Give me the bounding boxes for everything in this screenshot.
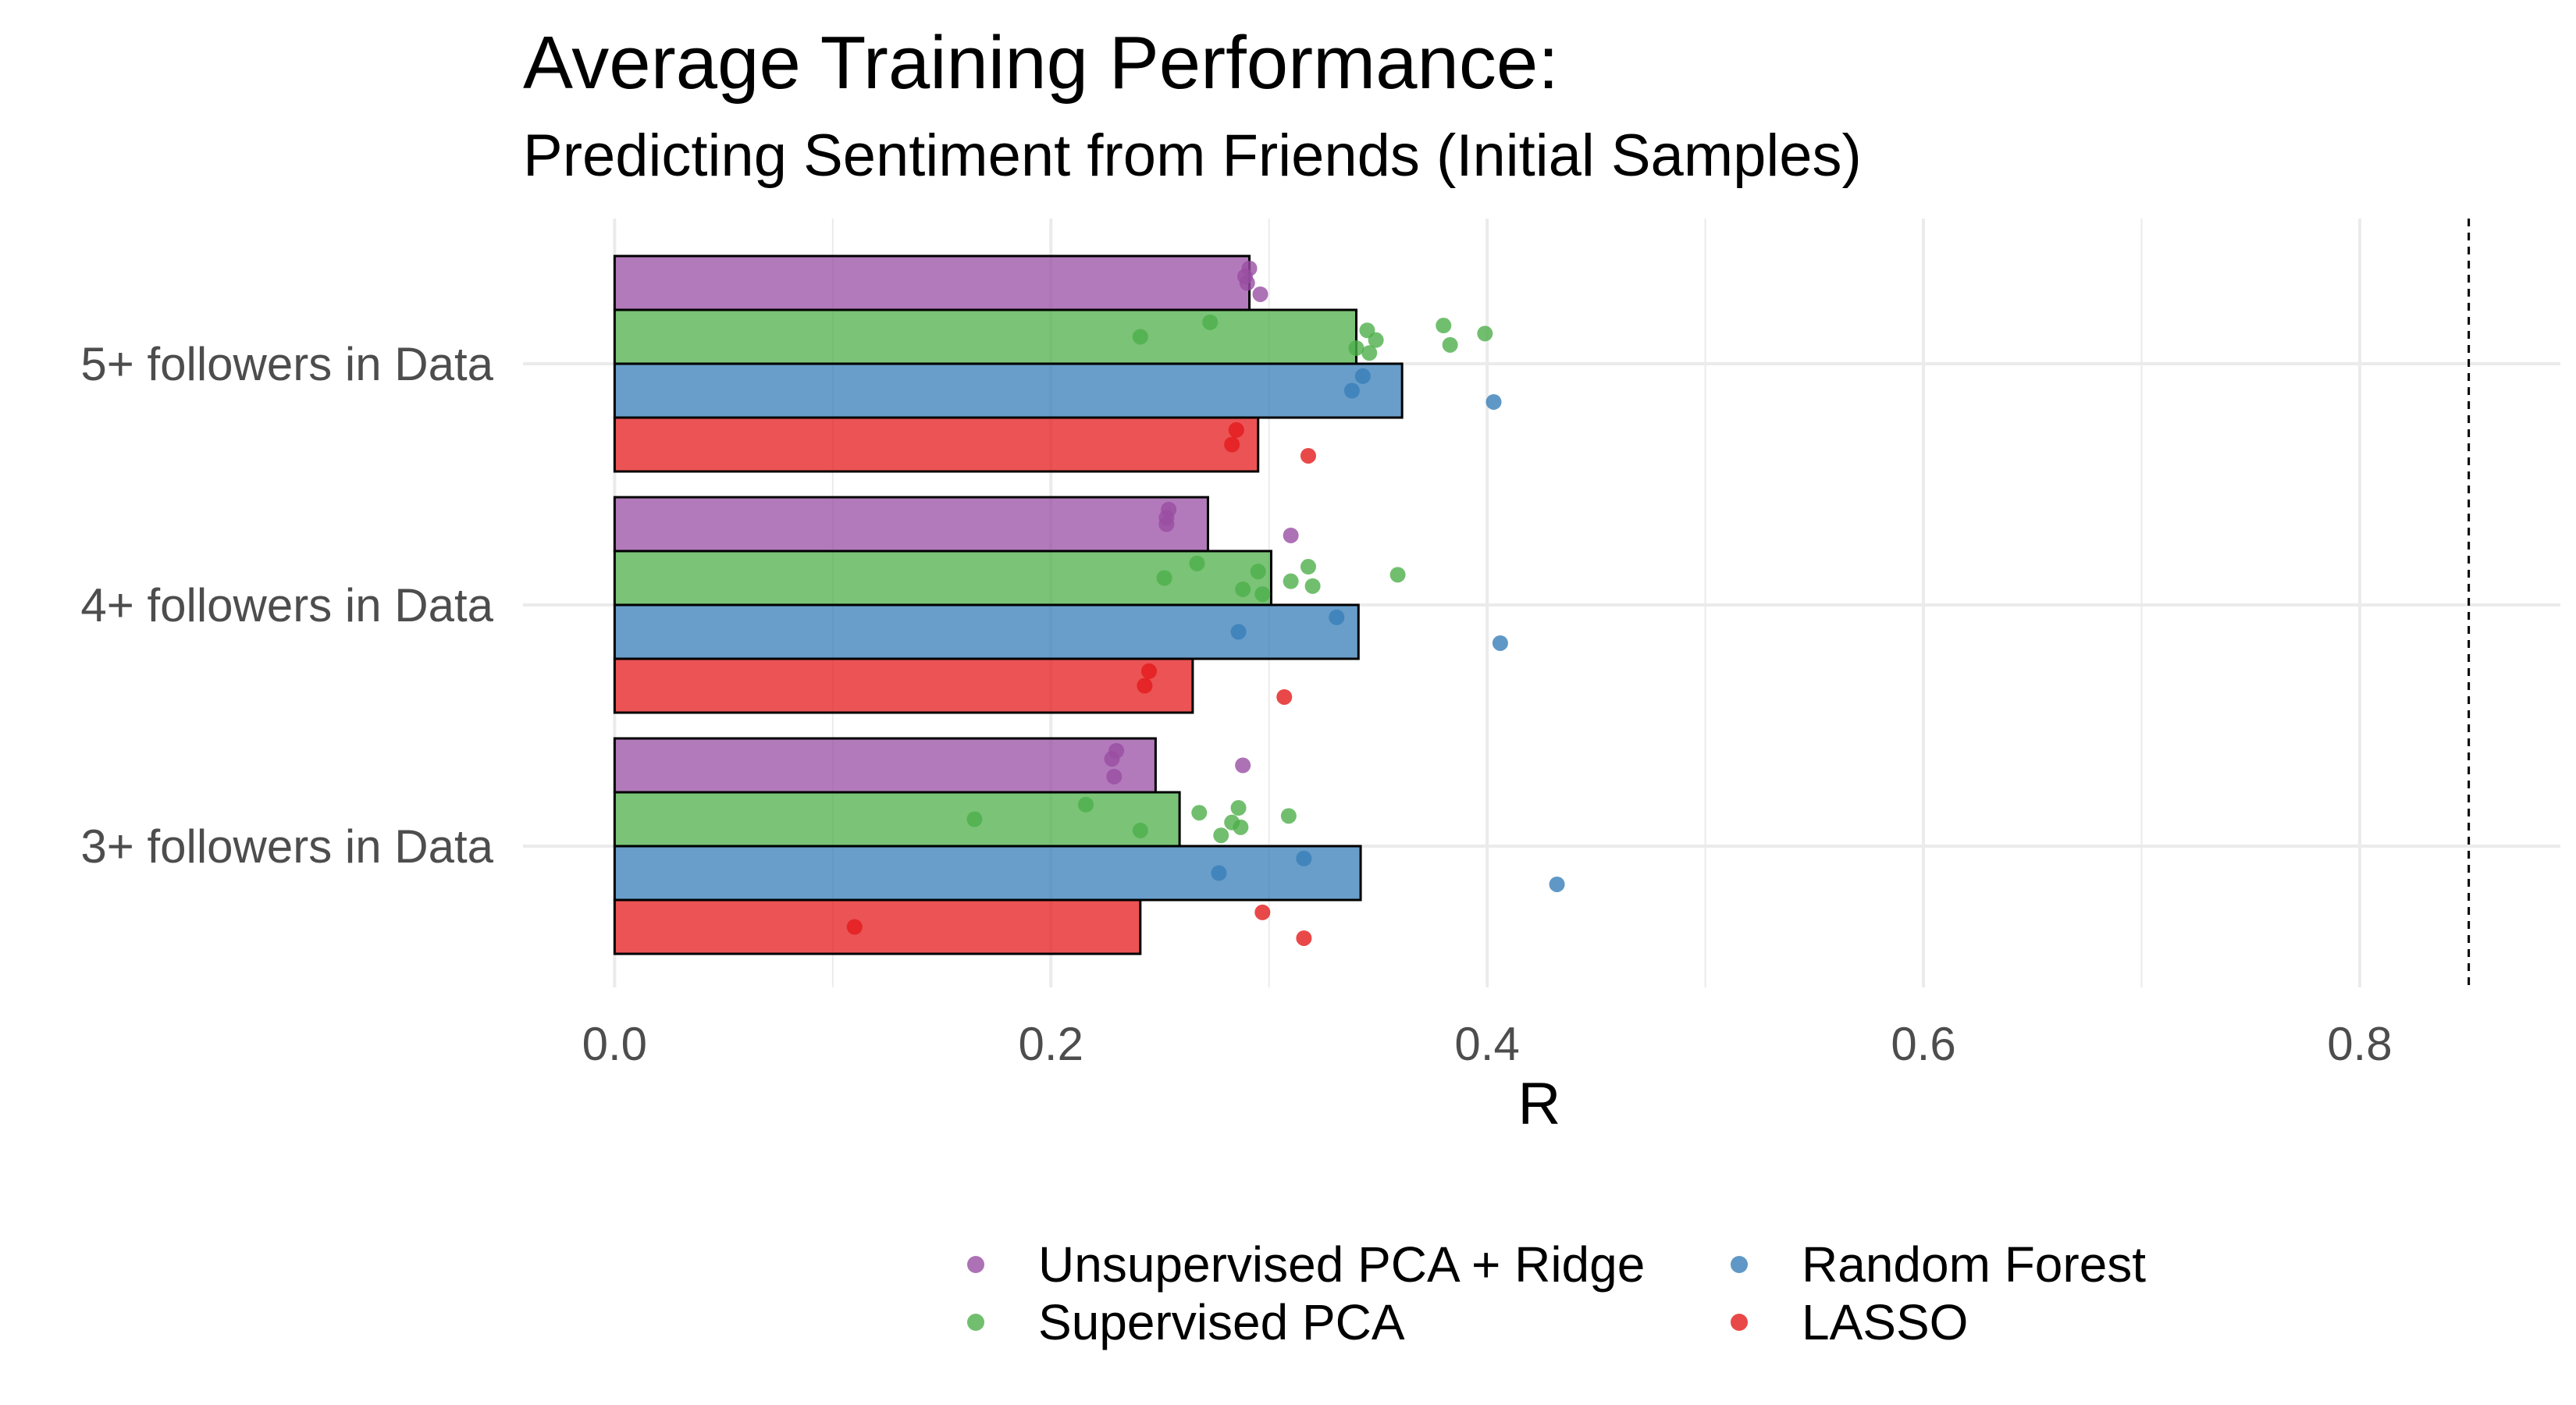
data-point xyxy=(1077,796,1094,813)
data-point xyxy=(1276,688,1293,705)
data-point xyxy=(1283,573,1299,589)
y-tick-label: 4+ followers in Data xyxy=(80,579,493,631)
x-axis-tick-labels: 0.0 0.2 0.4 0.6 0.8 xyxy=(582,1018,2393,1070)
bar xyxy=(613,416,1260,473)
point-layer xyxy=(846,260,1565,946)
x-tick-label: 0.4 xyxy=(1454,1018,1519,1070)
bar xyxy=(613,308,1357,365)
data-point xyxy=(1300,447,1316,464)
data-point xyxy=(1300,559,1316,575)
legend-key xyxy=(1731,1314,1748,1331)
bar xyxy=(613,496,1209,553)
data-point xyxy=(1230,624,1247,640)
data-point xyxy=(1254,586,1271,603)
bar xyxy=(613,791,1181,848)
legend: Unsupervised PCA + Ridge Random Forest Sup… xyxy=(967,1236,2146,1350)
y-tick-label: 3+ followers in Data xyxy=(80,820,493,873)
data-point xyxy=(1235,581,1251,597)
x-tick-label: 0.0 xyxy=(582,1018,647,1070)
bar xyxy=(613,845,1362,902)
bar xyxy=(613,737,1157,794)
data-point xyxy=(1228,422,1244,438)
y-tick-label: 5+ followers in Data xyxy=(80,338,493,390)
bar xyxy=(613,254,1251,311)
data-point xyxy=(1361,345,1378,361)
data-point xyxy=(1141,663,1158,679)
bar xyxy=(613,550,1272,606)
data-point xyxy=(846,919,863,935)
data-point xyxy=(1492,635,1508,651)
legend-label: Unsupervised PCA + Ridge xyxy=(1038,1236,1645,1293)
data-point xyxy=(1485,393,1502,410)
data-point xyxy=(1250,564,1266,580)
data-point xyxy=(1213,827,1229,844)
data-point xyxy=(1354,368,1371,384)
chart-subtitle: Predicting Sentiment from Friends (Initi… xyxy=(523,123,1862,189)
legend-label: Random Forest xyxy=(1802,1236,2146,1293)
legend-label: Supervised PCA xyxy=(1038,1294,1405,1350)
bar-layer xyxy=(613,254,1404,955)
data-point xyxy=(1236,269,1253,285)
data-point xyxy=(1549,876,1565,892)
x-tick-label: 0.6 xyxy=(1891,1018,1955,1070)
data-point xyxy=(966,811,983,827)
data-point xyxy=(1283,527,1299,543)
data-point xyxy=(1296,850,1312,866)
data-point xyxy=(1132,822,1148,838)
data-point xyxy=(1254,904,1271,920)
data-point xyxy=(1191,805,1208,821)
data-point xyxy=(1329,609,1345,625)
legend-key xyxy=(967,1314,984,1331)
bar xyxy=(613,362,1404,419)
data-point xyxy=(1252,286,1268,302)
data-point xyxy=(1343,382,1360,399)
data-point xyxy=(1280,808,1297,824)
data-point xyxy=(1158,510,1175,526)
data-point xyxy=(1348,340,1364,356)
data-point xyxy=(1230,800,1247,816)
data-point xyxy=(1389,567,1406,583)
data-point xyxy=(1202,314,1219,330)
data-point xyxy=(1211,865,1227,881)
data-point xyxy=(1235,757,1251,774)
data-point xyxy=(1233,819,1249,835)
x-axis-label: R xyxy=(1518,1071,1561,1137)
data-point xyxy=(1296,930,1312,946)
x-tick-label: 0.8 xyxy=(2327,1018,2392,1070)
legend-label: LASSO xyxy=(1802,1294,1968,1350)
chart-title: Average Training Performance: xyxy=(523,21,1559,105)
bar xyxy=(613,603,1360,660)
bar xyxy=(613,898,1142,955)
data-point xyxy=(1442,336,1458,353)
data-point xyxy=(1224,436,1240,453)
x-tick-label: 0.2 xyxy=(1019,1018,1083,1070)
data-point xyxy=(1132,329,1148,345)
data-point xyxy=(1477,325,1493,342)
data-point xyxy=(1189,555,1205,571)
data-point xyxy=(1368,332,1384,348)
data-point xyxy=(1137,678,1153,694)
data-point xyxy=(1104,751,1120,767)
data-point xyxy=(1106,768,1123,784)
legend-key xyxy=(967,1256,984,1273)
data-point xyxy=(1436,318,1452,334)
bar xyxy=(613,657,1194,714)
y-axis-tick-labels: 5+ followers in Data 4+ followers in Data… xyxy=(80,338,493,873)
legend-key xyxy=(1731,1256,1748,1273)
data-point xyxy=(1156,570,1172,586)
data-point xyxy=(1304,578,1321,594)
